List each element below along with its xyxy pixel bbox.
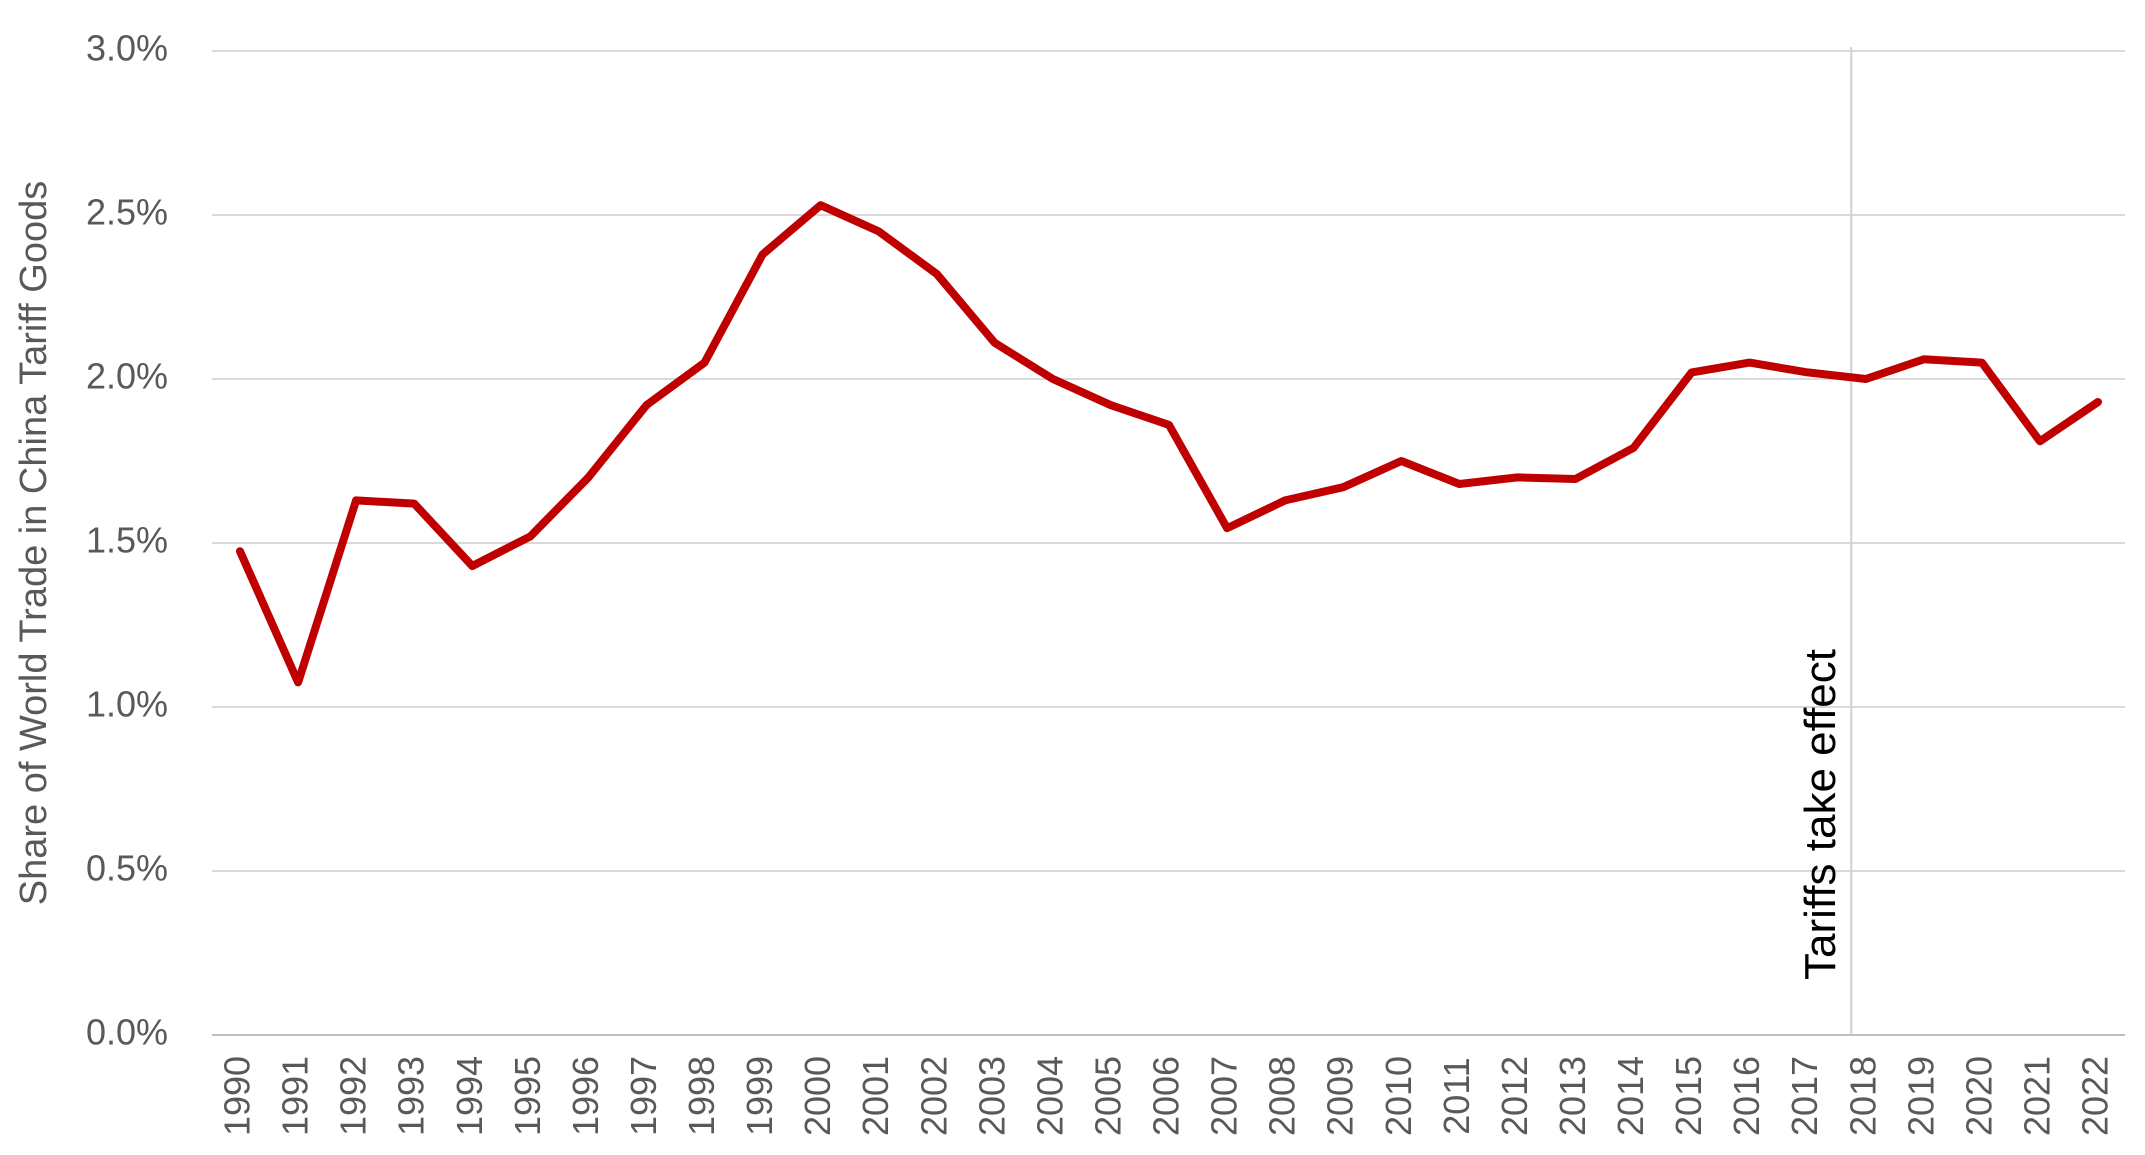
x-tick-label: 1995 (507, 1056, 548, 1136)
x-tick-label: 1996 (565, 1056, 606, 1136)
x-tick-label: 1998 (681, 1056, 722, 1136)
x-tick-label: 2001 (855, 1056, 896, 1136)
x-axis-ticks: 1990 1991 1992 1993 1994 1995 1996 1997 1998 1999… (217, 1056, 2116, 1136)
y-tick-label: 2.5% (86, 192, 168, 233)
x-tick-label: 2016 (1726, 1056, 1767, 1136)
x-tick-label: 2003 (971, 1056, 1012, 1136)
x-tick-label: 2004 (1029, 1056, 1070, 1136)
x-tick-label: 2017 (1784, 1056, 1825, 1136)
x-tick-label: 2013 (1552, 1056, 1593, 1136)
x-tick-label: 2018 (1842, 1056, 1883, 1136)
x-tick-label: 2015 (1668, 1056, 1709, 1136)
x-tick-label: 2005 (1087, 1056, 1128, 1136)
x-tick-label: 2007 (1204, 1056, 1245, 1136)
x-tick-label: 2010 (1378, 1056, 1419, 1136)
tariff-annotation: Tariffs take effect (1796, 649, 1845, 980)
x-tick-label: 1994 (449, 1056, 490, 1136)
x-tick-label: 2020 (1958, 1056, 1999, 1136)
x-tick-label: 2002 (913, 1056, 954, 1136)
y-tick-label: 1.0% (86, 684, 168, 725)
x-tick-label: 1999 (739, 1056, 780, 1136)
x-tick-label: 2012 (1494, 1056, 1535, 1136)
x-tick-label: 2000 (797, 1056, 838, 1136)
y-axis-ticks: 0.0% 0.5% 1.0% 1.5% 2.0% 2.5% 3.0% (86, 28, 168, 1053)
x-tick-label: 2008 (1262, 1056, 1303, 1136)
x-tick-label: 2009 (1320, 1056, 1361, 1136)
y-axis-title: Share of World Trade in China Tariff Goo… (13, 181, 55, 906)
x-tick-label: 1992 (333, 1056, 374, 1136)
x-tick-label: 2006 (1146, 1056, 1187, 1136)
x-tick-label: 1990 (217, 1056, 258, 1136)
y-tick-label: 3.0% (86, 28, 168, 69)
x-tick-label: 2014 (1610, 1056, 1651, 1136)
x-tick-label: 1993 (391, 1056, 432, 1136)
x-tick-label: 2021 (2016, 1056, 2057, 1136)
x-tick-label: 2022 (2075, 1056, 2116, 1136)
gridlines (212, 50, 2125, 872)
y-tick-label: 0.0% (86, 1012, 168, 1053)
y-tick-label: 1.5% (86, 520, 168, 561)
x-tick-label: 1991 (275, 1056, 316, 1136)
y-tick-label: 0.5% (86, 848, 168, 889)
series-line-share (236, 201, 2102, 687)
x-tick-label: 2019 (1900, 1056, 1941, 1136)
y-tick-label: 2.0% (86, 356, 168, 397)
x-tick-label: 1997 (623, 1056, 664, 1136)
x-tick-label: 2011 (1436, 1057, 1477, 1134)
